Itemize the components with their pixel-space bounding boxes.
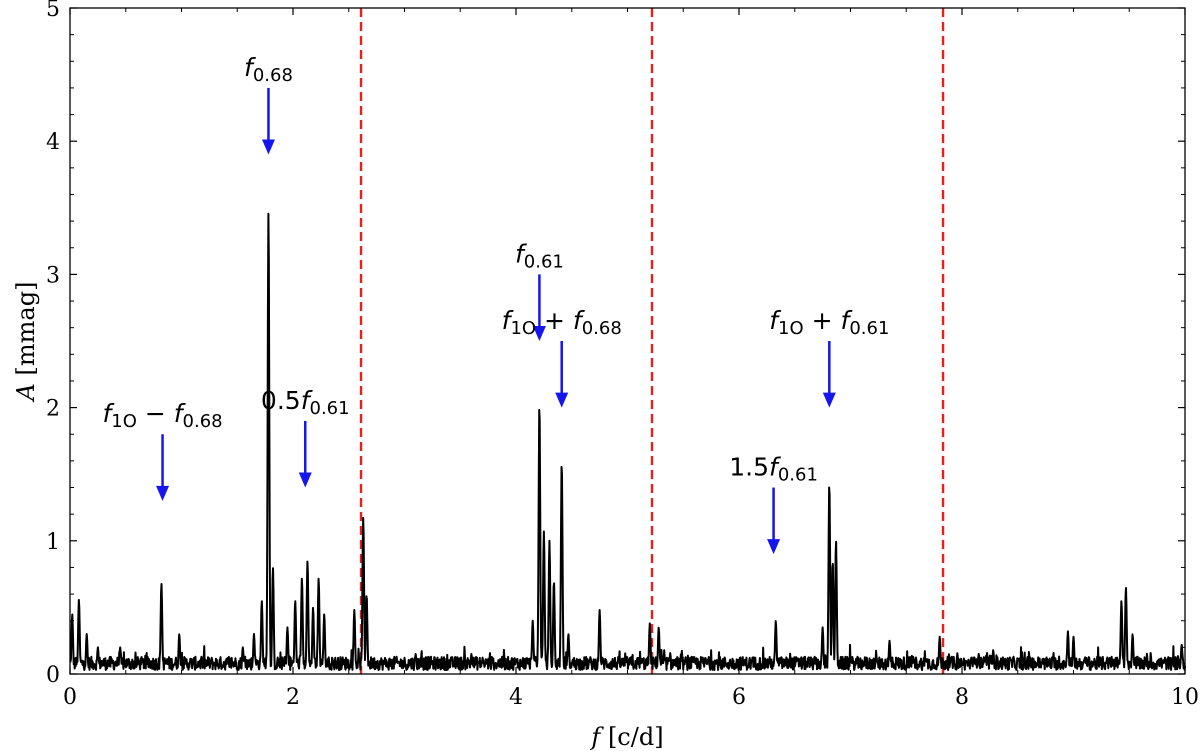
annotation-prefix: 1.5	[729, 453, 769, 482]
annotation-prefix: 0.5	[261, 386, 301, 415]
y-tick-label: 0	[46, 663, 60, 688]
annotation-operator: −	[137, 399, 174, 428]
annotation-subscript: 0.68	[582, 318, 622, 339]
x-tick-label: 2	[286, 685, 300, 710]
annotation-label: f0.68	[244, 53, 293, 86]
y-axis-unit: [mmag]	[12, 282, 40, 384]
x-axis-unit: [c/d]	[600, 723, 663, 751]
spectrum-series	[69, 212, 1186, 671]
annotation-subscript: 0.68	[253, 65, 293, 86]
annotation-label: f1O − f0.68	[102, 399, 222, 432]
y-tick-label: 5	[46, 0, 60, 22]
x-tick-label: 4	[509, 685, 523, 710]
annotation-arrowhead	[156, 485, 170, 501]
annotation-label: f1O + f0.68	[502, 306, 622, 339]
y-axis-symbol: A	[12, 383, 40, 402]
annotation-subscript: 0.61	[849, 318, 889, 339]
annotation-label: f0.61	[515, 239, 564, 272]
annotation-arrowhead	[261, 139, 275, 155]
annotation-subscript: 0.61	[778, 465, 818, 486]
annotation-subscript: 1O	[510, 318, 536, 339]
y-tick-label: 1	[46, 530, 60, 555]
annotation-label: f1O + f0.61	[769, 306, 889, 339]
annotation-arrowhead	[298, 472, 312, 488]
annotation-subscript: 1O	[111, 411, 137, 432]
spectrum-line	[69, 212, 1186, 671]
annotation-subscript: 0.61	[524, 251, 564, 272]
y-tick-label: 3	[46, 263, 60, 288]
annotation-arrows	[156, 87, 836, 555]
annotation-arrowhead	[555, 392, 569, 408]
x-tick-label: 8	[955, 685, 969, 710]
annotation-arrowhead	[767, 539, 781, 555]
annotation-arrowhead	[822, 392, 836, 408]
annotation-symbol: f	[502, 306, 514, 335]
annotation-arrowhead	[532, 326, 546, 341]
y-axis-label: A [mmag]	[12, 282, 40, 403]
annotation-subscript: 0.68	[183, 411, 223, 432]
y-tick-label: 4	[46, 130, 60, 155]
axis-ticks: 0 2 4 6 8 10 0 1 2 3 4 5	[46, 0, 1199, 710]
annotation-subscript: 0.61	[310, 398, 350, 419]
annotation-operator: +	[804, 306, 841, 335]
annotation-operator: +	[536, 306, 573, 335]
x-tick-label: 0	[63, 685, 77, 710]
annotation-subscript: 1O	[778, 318, 804, 339]
x-tick-label: 6	[732, 685, 746, 710]
y-tick-label: 2	[46, 397, 60, 422]
plot-frame	[69, 7, 1186, 675]
annotation-label: 0.5f0.61	[261, 386, 350, 419]
harmonic-lines	[359, 8, 945, 674]
x-tick-label: 10	[1171, 685, 1199, 710]
annotation-label: 1.5f0.61	[729, 453, 818, 486]
x-axis-label: f [c/d]	[589, 723, 663, 751]
